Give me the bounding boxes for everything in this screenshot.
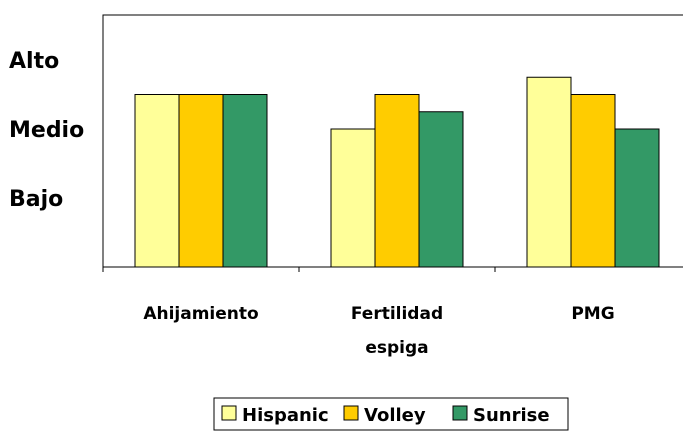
y-tick-label: Bajo xyxy=(9,187,63,212)
legend-swatch-volley xyxy=(343,405,359,421)
x-axis-labels: Ahijamiento Fertilidad espiga PMG xyxy=(143,304,614,358)
legend-label: Volley xyxy=(364,405,426,426)
y-axis-labels: Bajo Medio Alto xyxy=(9,49,84,212)
bar-sunrise xyxy=(418,111,464,268)
y-tick-label: Medio xyxy=(9,118,84,143)
x-tick-label: espiga xyxy=(365,338,428,358)
x-tick-label: Fertilidad xyxy=(351,304,443,324)
legend-label: Sunrise xyxy=(473,405,550,426)
legend-box xyxy=(213,397,569,431)
bar-hispanic xyxy=(526,76,572,268)
bar-sunrise xyxy=(614,128,660,268)
bar-volley xyxy=(570,94,616,268)
legend-items: Hispanic Volley Sunrise xyxy=(221,405,550,426)
bar-sunrise xyxy=(222,94,268,268)
bars-group xyxy=(134,76,660,268)
legend-label: Hispanic xyxy=(242,405,329,426)
legend-swatch-sunrise xyxy=(452,405,468,421)
bar-hispanic xyxy=(330,128,376,268)
x-tick-label: Ahijamiento xyxy=(143,304,258,324)
legend-swatch-hispanic xyxy=(221,405,237,421)
bar-hispanic xyxy=(134,94,180,268)
bar-volley xyxy=(178,94,224,268)
bar-volley xyxy=(374,94,420,268)
legend: Hispanic Volley Sunrise xyxy=(213,397,569,431)
x-ticks xyxy=(102,267,496,272)
y-tick-label: Alto xyxy=(9,49,59,74)
x-tick-label: PMG xyxy=(571,304,614,324)
